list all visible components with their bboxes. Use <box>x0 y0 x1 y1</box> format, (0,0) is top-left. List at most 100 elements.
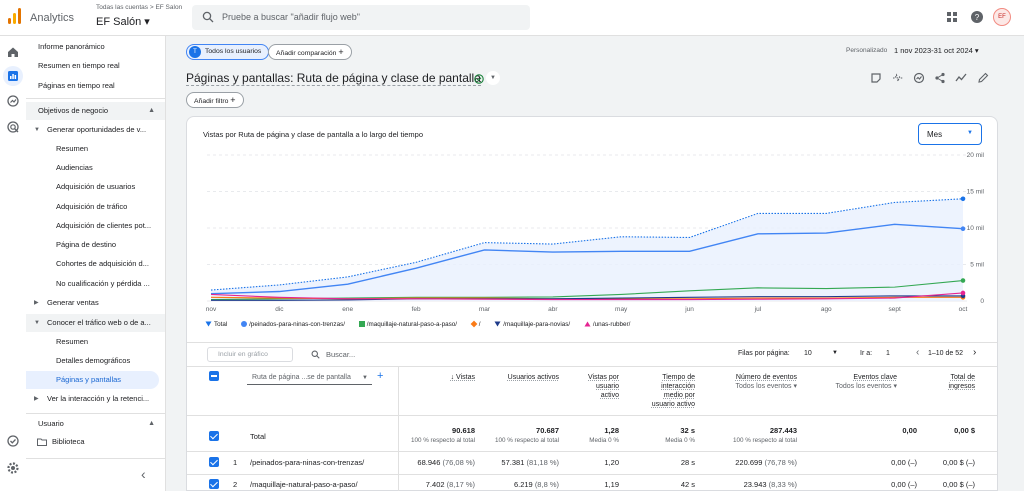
legend-label: /maquillaje-natural-paso-a-paso/ <box>366 321 458 328</box>
row-path[interactable]: /peinados-para-ninas-con-trenzas/ <box>250 458 365 467</box>
next-page-icon[interactable]: › <box>973 347 977 358</box>
segment-chip-all-users[interactable]: T Todos los usuarios <box>186 44 270 60</box>
legend-unas-rubber[interactable]: /unas-rubber/ <box>584 321 636 328</box>
x-tick-label: jul <box>754 306 762 313</box>
date-range-selector[interactable]: 1 nov 2023-31 oct 2024 ▾ <box>894 46 979 55</box>
column-header-eventos-clave[interactable]: Eventos clave Todos los eventos ▾ <box>817 373 898 391</box>
table-search-input[interactable]: Buscar... <box>311 350 355 359</box>
check-circle-icon[interactable] <box>474 74 484 84</box>
y-tick-label: 5 mil <box>970 262 984 269</box>
row-usuarios: 57.381 (81,18 %) <box>472 458 559 467</box>
row-checkbox[interactable] <box>209 479 219 489</box>
granularity-select[interactable]: Mes ▼ <box>918 123 982 145</box>
granularity-value: Mes <box>927 130 943 139</box>
nav-sub-item[interactable]: Adquisición de tráfico <box>56 202 128 211</box>
row-vistas-value: 7.402 <box>425 480 445 489</box>
series-line-4 <box>211 295 963 301</box>
dropdown-arrow-icon: ▼ <box>832 350 838 356</box>
nav-group-generar-oportunidades[interactable]: ▼ Generar oportunidades de v... <box>26 121 165 139</box>
share-icon[interactable] <box>934 72 946 84</box>
legend-maquillaje-natural[interactable]: /maquillaje-natural-paso-a-paso/ <box>358 321 463 328</box>
title-dropdown-icon[interactable]: ▼ <box>486 71 500 85</box>
nav-sub-item[interactable]: Detalles demográficos <box>56 356 131 365</box>
help-icon[interactable]: ? <box>970 10 984 24</box>
compare-icon[interactable] <box>892 72 904 84</box>
table-column-separator <box>398 366 399 491</box>
nav-biblioteca[interactable]: Biblioteca <box>26 433 165 451</box>
include-in-chart-field[interactable]: Incluir en gráfico <box>207 347 293 362</box>
nav-section-usuario[interactable]: Usuario ▲ <box>26 415 165 433</box>
legend-root[interactable]: / <box>470 320 487 328</box>
edit-pencil-icon[interactable] <box>977 72 989 84</box>
nav-group-conocer-trafico[interactable]: ▼ Conocer el tráfico web o de a... <box>26 314 165 332</box>
nav-group-ver-interaccion[interactable]: ▶ Ver la interacción y la retenci... <box>26 390 165 408</box>
nav-sub-item-paginas-pantallas[interactable]: Páginas y pantallas <box>26 371 159 389</box>
row-clave: 0,00 (–) <box>891 480 917 489</box>
add-dimension-plus-icon[interactable]: + <box>377 370 384 382</box>
goto-page-input[interactable]: 1 <box>886 350 890 357</box>
prev-page-icon[interactable]: ‹ <box>916 347 920 358</box>
column-header-vistas-por-usuario[interactable]: Vistas por usuario activo <box>563 373 619 400</box>
reports-icon[interactable] <box>6 69 20 83</box>
dimension-select[interactable]: Ruta de página ...se de pantalla ▼ <box>247 372 372 385</box>
legend-total[interactable]: Total <box>205 321 233 328</box>
total-vpu-sub: Media 0 % <box>589 437 619 444</box>
nav-sub-item[interactable]: Cohortes de adquisición d... <box>56 259 149 268</box>
apps-grid-icon[interactable] <box>945 10 959 24</box>
admin-check-icon[interactable] <box>6 434 20 448</box>
app-title[interactable]: Analytics <box>30 12 75 24</box>
x-tick-label: oct <box>959 306 968 313</box>
property-selector[interactable]: EF Salón ▾ <box>96 16 150 28</box>
total-ingresos: 0,00 $ <box>954 426 975 435</box>
trend-icon[interactable] <box>955 72 967 84</box>
row-eventos: 220.699 (76,78 %) <box>702 458 797 467</box>
avatar[interactable]: EF <box>993 8 1011 26</box>
event-filter-select[interactable]: Todos los eventos ▾ <box>835 383 898 390</box>
legend-maquillaje-novias[interactable]: /maquillaje-para-novias/ <box>494 321 576 328</box>
column-header-tiempo-interaccion[interactable]: Tiempo de interacción medio por usuario act… <box>623 373 695 409</box>
settings-gear-icon[interactable] <box>6 461 20 475</box>
insights-icon[interactable] <box>913 72 925 84</box>
legend-peinados[interactable]: /peinados-para-ninas-con-trenzas/ <box>241 321 351 328</box>
nav-sub-item[interactable]: Resumen <box>56 144 89 153</box>
column-header-usuarios[interactable]: Usuarios activos <box>479 373 559 382</box>
select-all-checkbox[interactable] <box>209 371 219 381</box>
nav-resumen-tiempo-real[interactable]: Resumen en tiempo real <box>38 61 120 70</box>
column-header-line: activo <box>600 392 619 399</box>
home-icon[interactable] <box>6 45 20 59</box>
row-eventos-pct: (76,78 %) <box>764 458 797 467</box>
series-line-5 <box>210 292 964 301</box>
add-filter-button[interactable]: Añadir filtro + <box>186 92 244 108</box>
column-header-ingresos[interactable]: Total de ingresos <box>917 373 975 391</box>
total-row-checkbox[interactable] <box>209 431 219 441</box>
row-path[interactable]: /maquillaje-natural-paso-a-paso/ <box>250 480 358 489</box>
nav-sub-item[interactable]: Página de destino <box>56 240 117 249</box>
nav-sub-item[interactable]: Adquisición de clientes pot... <box>56 221 152 230</box>
nav-sub-item[interactable]: Resumen <box>56 337 89 346</box>
page-range: 1–10 de 52 <box>928 350 964 357</box>
customize-report-icon[interactable] <box>870 72 882 84</box>
nav-sub-item[interactable]: Audiencias <box>56 163 93 172</box>
advertising-icon[interactable] <box>6 120 20 134</box>
caret-down-icon: ▼ <box>34 127 40 133</box>
column-header-vistas[interactable]: ↓ Vistas <box>399 373 475 382</box>
nav-sub-item[interactable]: No cualificación y pérdida ... <box>56 279 150 288</box>
explore-icon[interactable] <box>6 94 20 108</box>
rows-per-page-select[interactable]: 10 ▼ <box>804 350 838 357</box>
nav-paginas-tiempo-real[interactable]: Páginas en tiempo real <box>38 81 115 90</box>
row-vistas-value: 68.946 <box>417 458 441 467</box>
breadcrumb[interactable]: Todas las cuentas > EF Salon <box>96 4 183 11</box>
event-filter-select[interactable]: Todos los eventos ▾ <box>735 383 798 390</box>
plus-icon: + <box>338 47 344 57</box>
add-comparison-button[interactable]: Añadir comparación + <box>268 44 352 60</box>
search-bar[interactable]: Pruebe a buscar "añadir flujo web" <box>192 5 530 30</box>
nav-sub-item[interactable]: Adquisición de usuarios <box>56 182 136 191</box>
row-checkbox[interactable] <box>209 457 219 467</box>
analytics-logo-icon[interactable] <box>8 8 22 24</box>
collapse-nav-icon[interactable]: ‹ <box>141 466 146 482</box>
plus-icon: + <box>230 95 236 105</box>
nav-informe-panoramico[interactable]: Informe panorámico <box>38 42 105 51</box>
nav-section-objetivos[interactable]: Objetivos de negocio ▲ <box>26 102 165 120</box>
nav-group-generar-ventas[interactable]: ▶ Generar ventas <box>26 294 165 312</box>
column-header-numero-eventos[interactable]: Número de eventos Todos los eventos ▾ <box>707 373 798 391</box>
